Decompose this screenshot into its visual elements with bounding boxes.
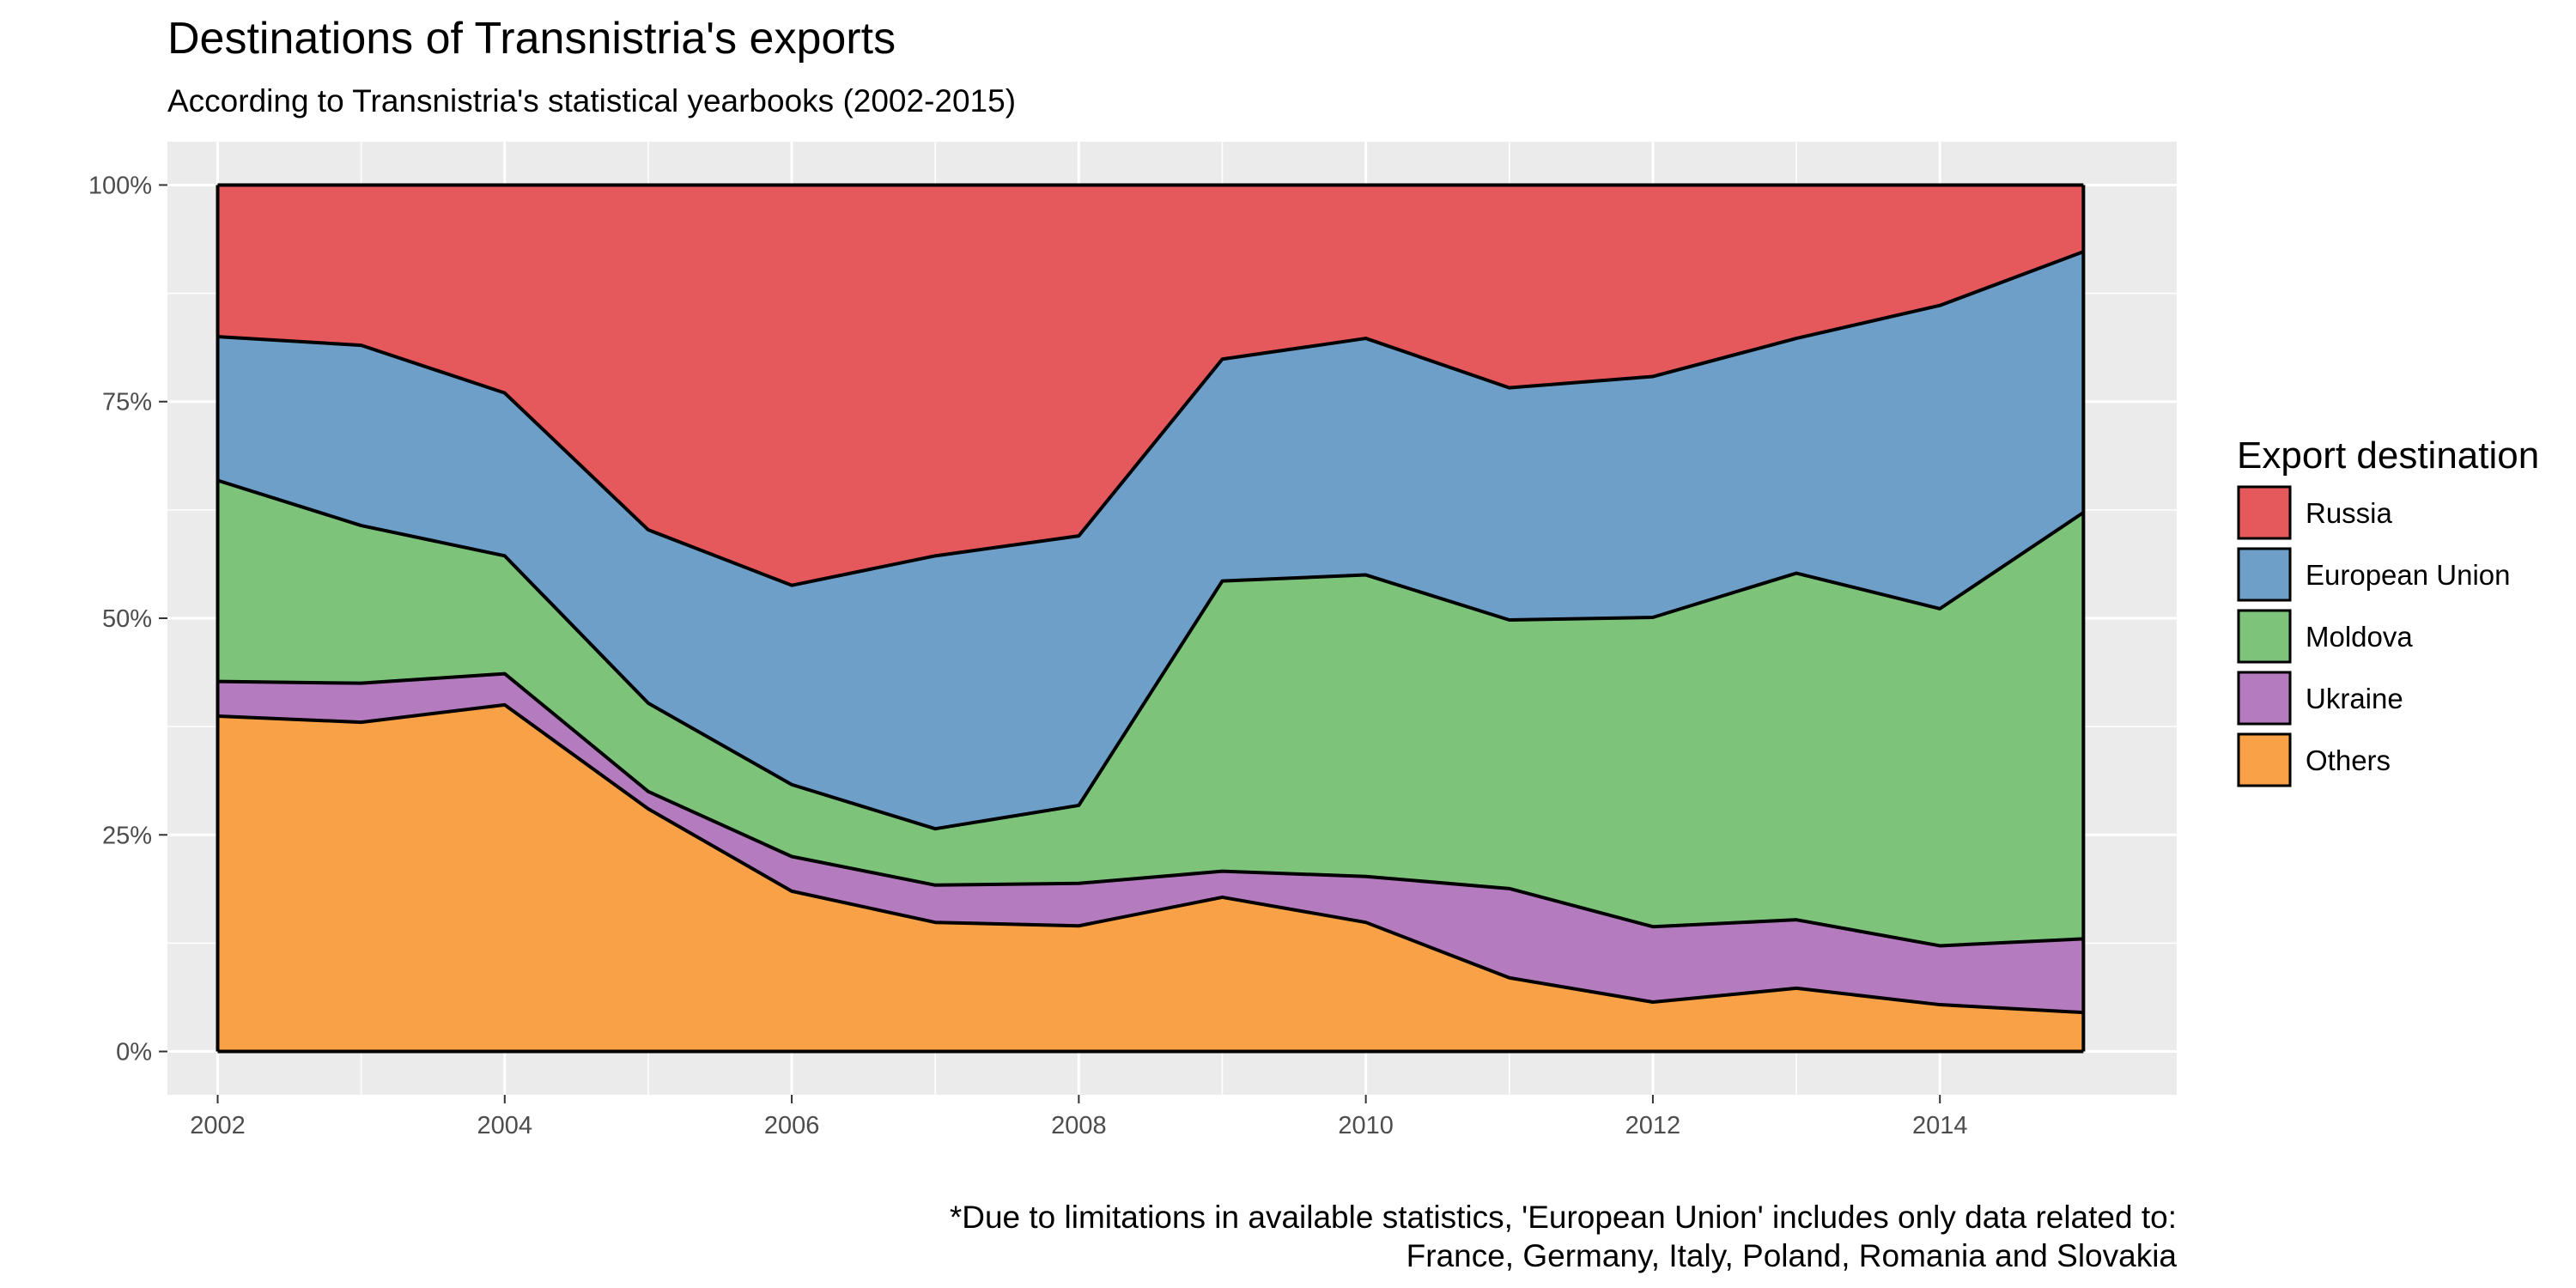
legend-title: Export destination	[2237, 434, 2539, 477]
boundary-others	[217, 702, 2084, 1015]
boundary-ukraine	[217, 671, 2084, 948]
y-axis: 0% 25% 50% 75% 100%	[88, 172, 167, 1066]
legend-swatch-russia	[2237, 485, 2292, 540]
x-axis: 2002 2004 2006 2008 2010 2012 2014	[190, 1095, 1967, 1139]
area-russia	[217, 185, 2084, 586]
x-tick-label: 2010	[1338, 1112, 1394, 1139]
legend-label-russia: Russia	[2306, 497, 2393, 529]
legend-swatch-others	[2237, 732, 2292, 787]
y-tick-label: 75%	[102, 389, 152, 416]
legend-swatch-moldova	[2237, 609, 2292, 664]
y-tick-label: 0%	[116, 1039, 152, 1066]
series-boundaries	[216, 183, 2086, 1054]
boundary-moldova	[216, 478, 2085, 831]
legend-label-european-union: European Union	[2306, 559, 2511, 591]
legend-label-ukraine: Ukraine	[2306, 683, 2403, 714]
x-tick-label: 2014	[1912, 1112, 1968, 1139]
y-tick-label: 100%	[88, 172, 152, 199]
legend-items: Russia European Union Moldova Ukraine Others	[2237, 485, 2511, 787]
chart-title: Destinations of Transnistria's exports	[167, 14, 896, 64]
x-tick-label: 2008	[1051, 1112, 1107, 1139]
x-tick-label: 2002	[190, 1112, 246, 1139]
chart-subtitle: According to Transnistria's statistical …	[167, 83, 1016, 118]
caption-line-2: France, Germany, Italy, Poland, Romania …	[1406, 1238, 2178, 1273]
x-tick-label: 2006	[764, 1112, 820, 1139]
series-areas	[217, 185, 2084, 1052]
legend-label-moldova: Moldova	[2306, 621, 2413, 653]
area-moldova	[217, 480, 2084, 946]
legend-swatch-ukraine	[2237, 671, 2292, 726]
x-tick-label: 2012	[1625, 1112, 1681, 1139]
area-european-union	[217, 252, 2084, 829]
y-tick-label: 50%	[102, 605, 152, 633]
legend: Export destination Russia European Union M…	[2237, 434, 2539, 787]
y-tick-label: 25%	[102, 822, 152, 849]
area-others	[217, 704, 2084, 1052]
legend-label-others: Others	[2306, 744, 2391, 776]
boundary-european-union	[217, 250, 2085, 587]
area-ukraine	[217, 673, 2084, 1013]
caption-line-1: *Due to limitations in available statist…	[950, 1200, 2177, 1235]
x-tick-label: 2004	[477, 1112, 533, 1139]
legend-swatch-european-union	[2237, 547, 2292, 602]
